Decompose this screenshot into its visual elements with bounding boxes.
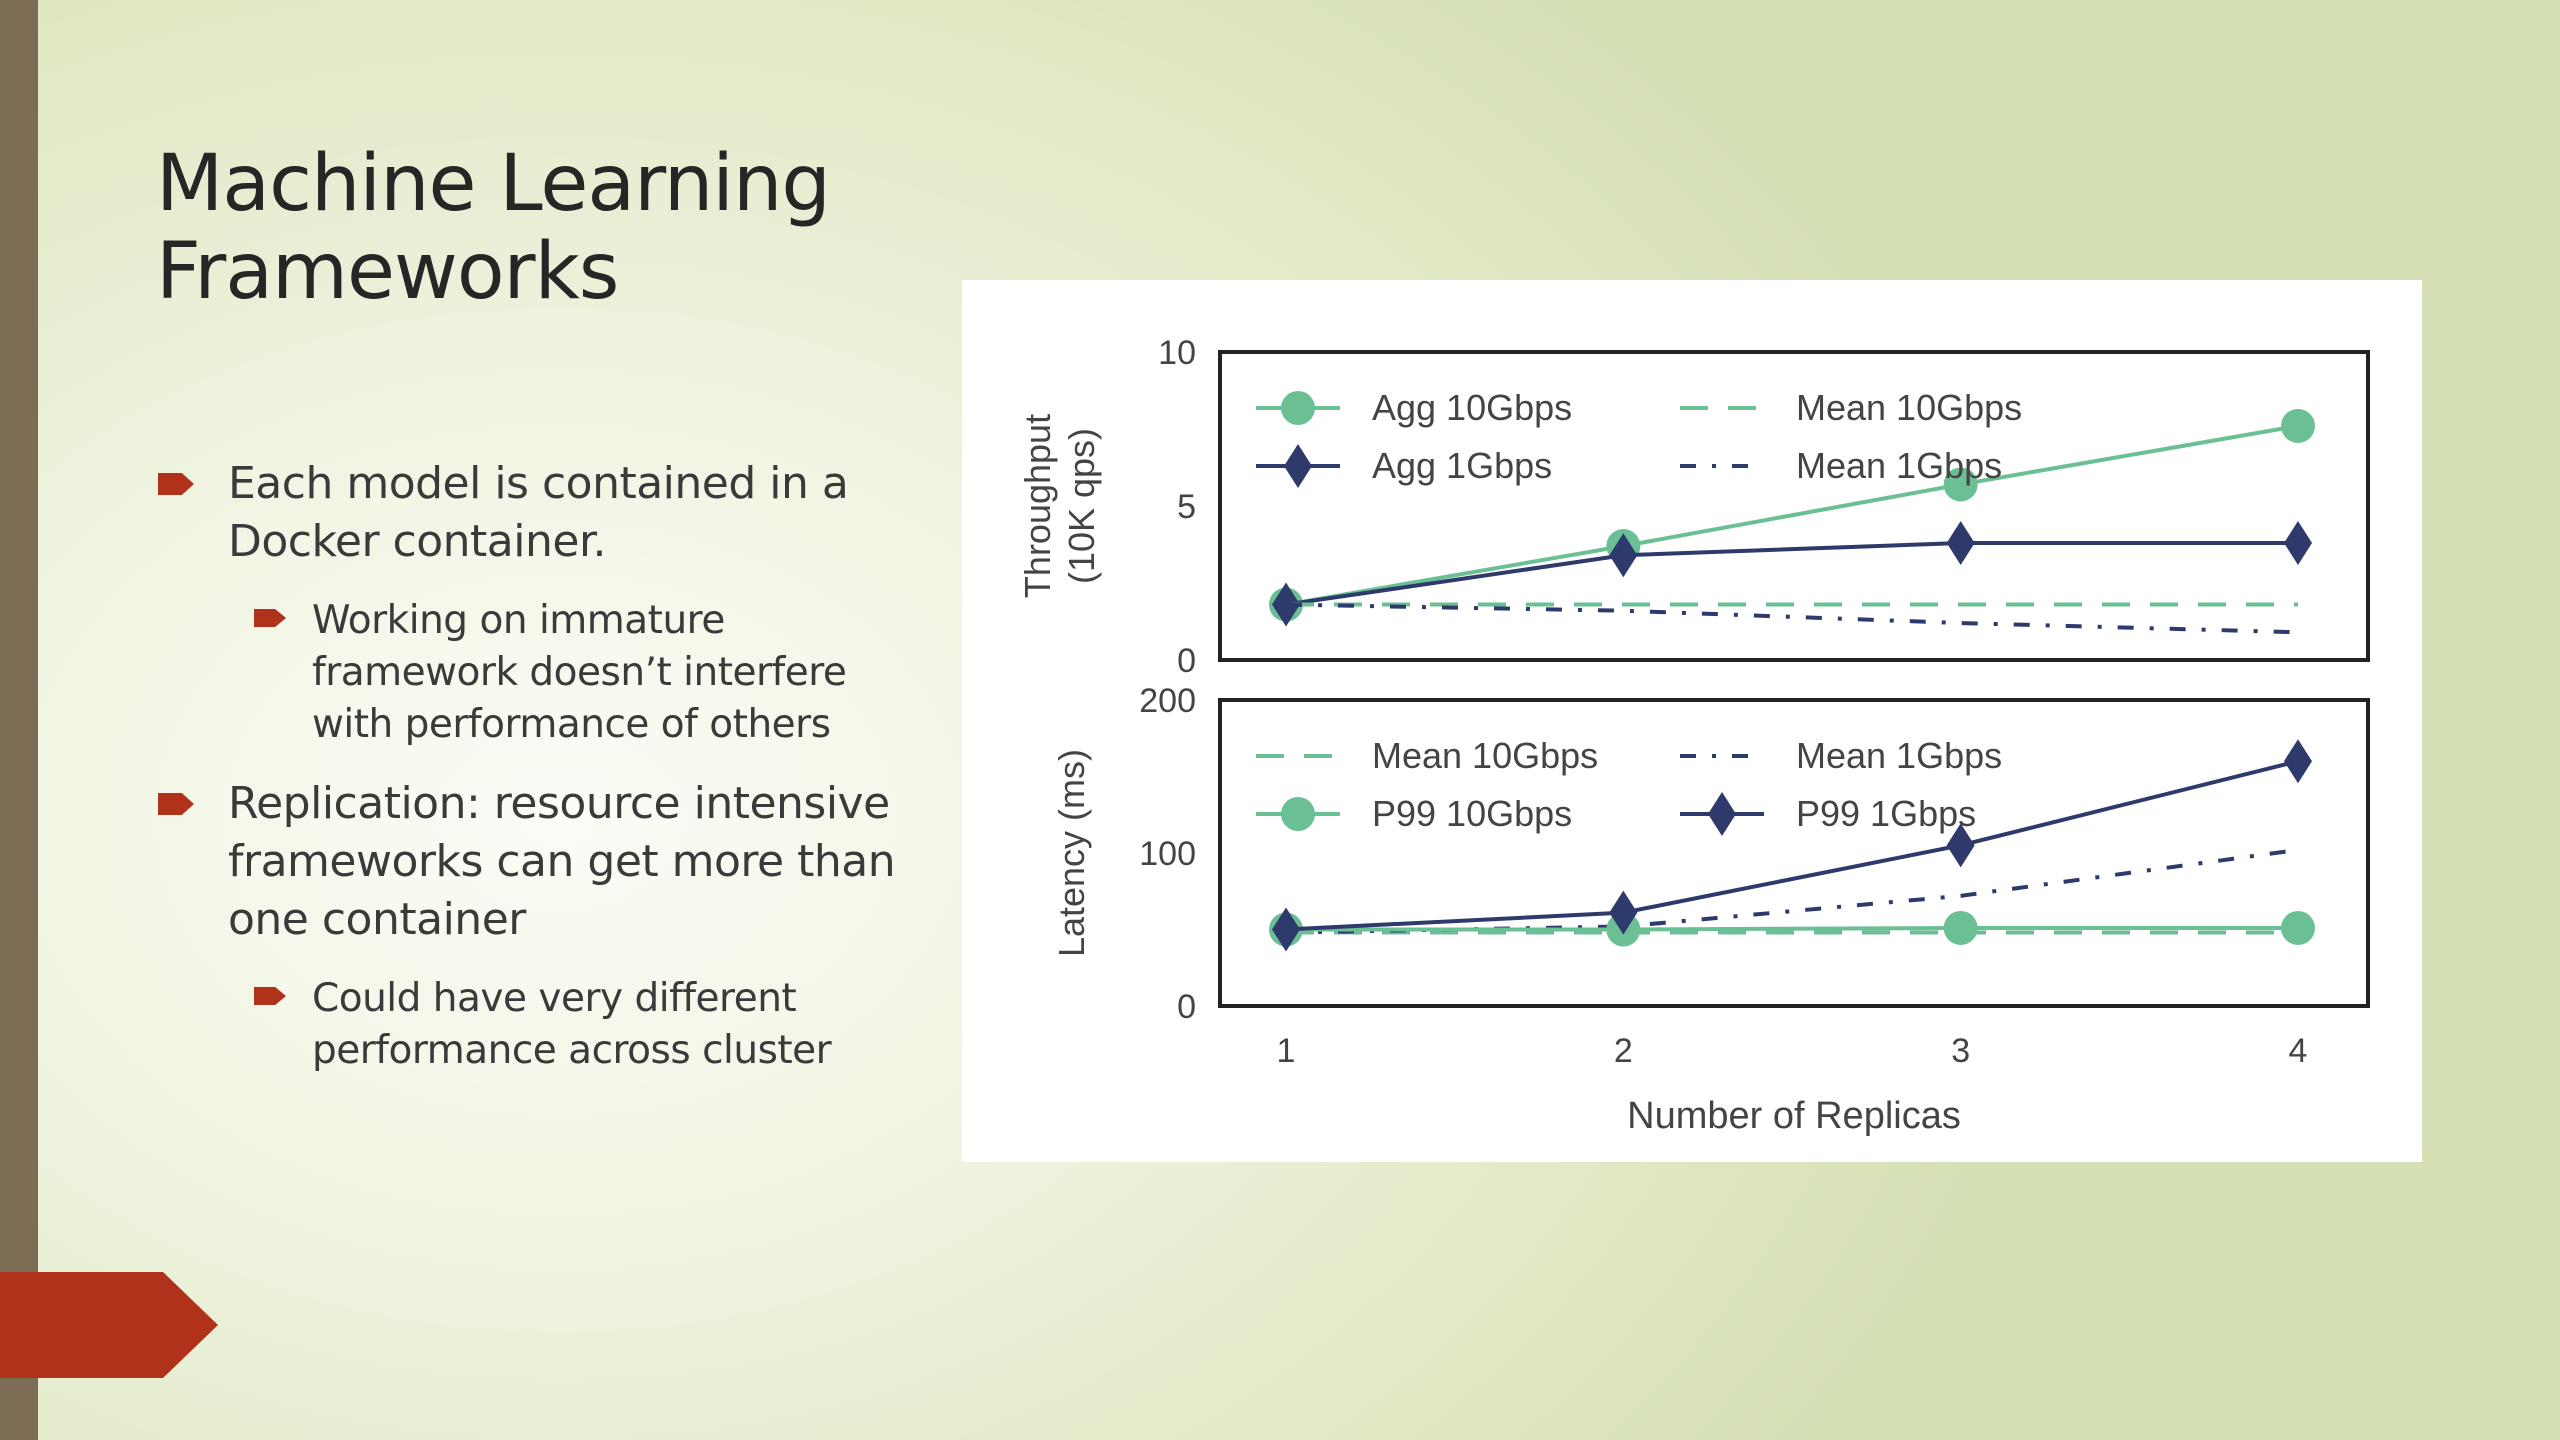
- x-axis-label: Number of Replicas: [1627, 1095, 1961, 1137]
- series-point-circle: [2281, 910, 2315, 945]
- y-axis-label: Latency (ms): [1051, 749, 1092, 957]
- y-tick-label: 0: [1177, 988, 1196, 1026]
- legend-label: Mean 1Gbps: [1796, 735, 2002, 776]
- x-tick-label: 3: [1951, 1032, 1970, 1070]
- series-line: [1285, 602, 2299, 635]
- y-tick-label: 0: [1177, 642, 1196, 680]
- slide-title: Machine Learning Frameworks: [156, 139, 831, 317]
- legend-label: Mean 10Gbps: [1372, 735, 1598, 776]
- y-tick-label: 10: [1158, 334, 1196, 372]
- legend-marker-diamond: [1708, 792, 1736, 836]
- series-point-diamond: [1272, 907, 1300, 952]
- legend-label: P99 10Gbps: [1372, 793, 1572, 834]
- y-axis-label-line: (10K qps): [1061, 428, 1102, 584]
- legend-label: Mean 1Gbps: [1796, 445, 2002, 486]
- series-point-diamond: [2284, 739, 2312, 784]
- bullet-text: Each model is contained in a Docker cont…: [228, 458, 849, 567]
- series-point-circle: [1943, 910, 1978, 945]
- series-point-diamond: [1946, 520, 1975, 565]
- series-point-circle: [2281, 408, 2315, 443]
- sub-bullet-item: Working on immature framework doesn’t in…: [156, 595, 916, 751]
- bullet-arrow-icon: [254, 609, 286, 627]
- series-line: [1286, 925, 2298, 932]
- y-tick-label: 200: [1139, 682, 1196, 720]
- sub-bullet-item: Could have very different performance ac…: [156, 973, 916, 1077]
- x-tick-label: 4: [2289, 1032, 2308, 1070]
- bullet-text: Replication: resource intensive framewor…: [228, 778, 896, 945]
- y-axis-label-line: Latency (ms): [1051, 749, 1092, 957]
- plot-frame: [1218, 350, 2370, 662]
- legend-marker-circle: [1281, 391, 1315, 425]
- bullet-item: Each model is contained in a Docker cont…: [156, 455, 916, 571]
- series-point-diamond: [1946, 823, 1975, 868]
- legend-marker-diamond: [1284, 444, 1312, 488]
- series-point-diamond: [1609, 533, 1638, 578]
- bullet-arrow-icon: [158, 473, 194, 495]
- legend-marker-circle: [1281, 797, 1315, 831]
- y-axis-label-line: Throughput: [1017, 414, 1058, 598]
- bullet-text: Working on immature framework doesn’t in…: [312, 598, 847, 747]
- bullet-text: Could have very different performance ac…: [312, 976, 832, 1073]
- y-tick-label: 100: [1139, 835, 1196, 873]
- bullet-list: Each model is contained in a Docker cont…: [156, 455, 916, 1101]
- bullet-item: Replication: resource intensive framewor…: [156, 775, 916, 949]
- series-point-circle: [1943, 467, 1978, 502]
- chart-panel: 0 5 10 Throughput(10K qps) Agg 10Gbps Agg 1Gb…: [962, 280, 2422, 1162]
- legend-label: Agg 10Gbps: [1372, 387, 1572, 428]
- x-tick-label: 2: [1614, 1032, 1633, 1070]
- bullet-arrow-icon: [254, 987, 286, 1005]
- legend-label: Agg 1Gbps: [1372, 445, 1552, 486]
- series-line: [1285, 759, 2299, 932]
- plot-frame: [1218, 698, 2370, 1008]
- arrow-tab-decoration: [0, 1272, 218, 1378]
- legend-label: Mean 10Gbps: [1796, 387, 2022, 428]
- series-line: [1285, 540, 2298, 607]
- series-line: [1285, 423, 2299, 607]
- series-point-diamond: [1609, 890, 1638, 935]
- y-axis-label: Throughput(10K qps): [1017, 414, 1102, 598]
- bullet-arrow-icon: [158, 793, 194, 815]
- left-accent-bar: [0, 0, 38, 1440]
- legend-label: P99 1Gbps: [1796, 793, 1976, 834]
- x-tick-label: 1: [1277, 1032, 1296, 1070]
- y-tick-label: 5: [1177, 488, 1196, 526]
- series-point-diamond: [2284, 520, 2312, 565]
